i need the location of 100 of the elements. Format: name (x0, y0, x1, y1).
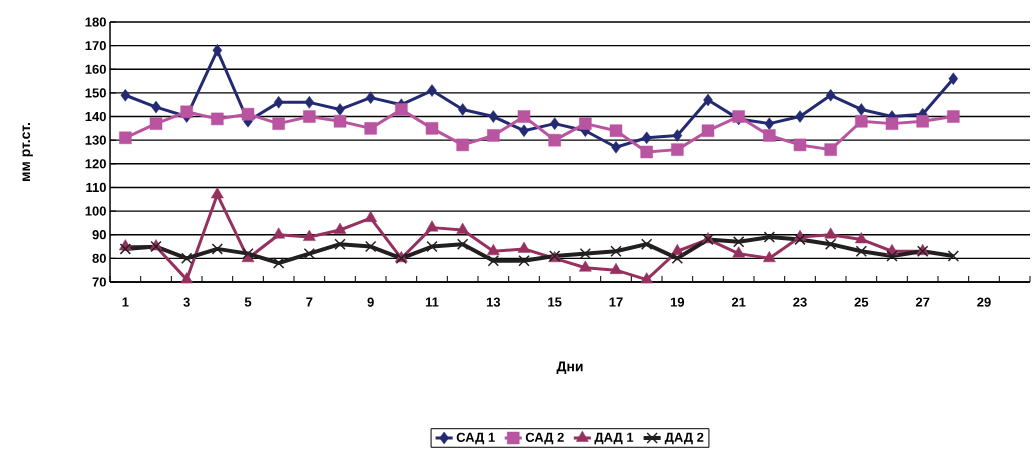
point (793, 138, 807, 152)
point (119, 131, 132, 145)
point (763, 251, 776, 263)
point (303, 247, 316, 260)
x-tick-label: 29 (977, 297, 991, 307)
x-tick-label: 1 (122, 297, 129, 307)
x-tick-label: 11 (425, 297, 439, 307)
point (487, 244, 500, 256)
point (456, 138, 469, 152)
point (732, 236, 745, 248)
point (579, 117, 592, 130)
point (579, 247, 592, 260)
point (149, 117, 163, 130)
y-tick-label: 130 (85, 135, 106, 145)
point (947, 250, 960, 262)
point (732, 246, 745, 258)
point (703, 93, 713, 107)
y-tick-label: 70 (92, 277, 106, 287)
legend-label: ДАД 1 (594, 432, 634, 445)
point (610, 245, 622, 257)
legend-label: САД 1 (456, 432, 495, 445)
point (855, 232, 868, 244)
legend-label: ДАД 2 (664, 432, 704, 445)
point (457, 103, 468, 116)
point (856, 103, 867, 116)
y-tick-label: 120 (85, 159, 106, 169)
point (211, 187, 224, 199)
point (672, 129, 683, 142)
point (611, 141, 621, 154)
point (795, 110, 805, 123)
y-tick-label: 100 (85, 206, 106, 216)
point (180, 272, 193, 284)
x-tick-label: 5 (244, 297, 252, 307)
point (456, 238, 469, 250)
point (824, 143, 837, 156)
point (427, 84, 437, 97)
point (211, 243, 224, 255)
point (794, 233, 806, 246)
y-tick-label: 140 (85, 111, 106, 122)
point (885, 117, 899, 130)
point (334, 238, 346, 250)
point (333, 115, 347, 128)
point (947, 110, 960, 123)
point (365, 91, 376, 104)
y-tick-label: 170 (85, 41, 106, 51)
point (763, 231, 776, 243)
y-tick-label: 80 (92, 253, 106, 263)
point (886, 250, 898, 262)
point (426, 240, 438, 253)
point (948, 72, 959, 85)
point (303, 229, 316, 241)
point (855, 245, 868, 257)
point (272, 117, 285, 130)
point (701, 124, 715, 137)
point (304, 96, 315, 109)
y-tick-label: 180 (85, 17, 106, 27)
point (916, 115, 929, 128)
x-tick-label: 23 (793, 297, 807, 307)
point (518, 255, 530, 267)
point (640, 145, 653, 159)
point (609, 262, 623, 274)
x-tick-label: 27 (915, 297, 930, 307)
x-tick-label: 21 (731, 297, 746, 307)
point (180, 252, 193, 265)
point (303, 110, 316, 123)
point (824, 238, 837, 250)
point (425, 220, 439, 232)
point (487, 255, 500, 267)
y-tick-label: 90 (92, 230, 106, 240)
point (395, 103, 408, 116)
x-tick-label: 17 (609, 297, 623, 307)
point (272, 257, 285, 269)
point (242, 247, 254, 260)
x-tick-label: 3 (183, 297, 190, 307)
x-tick-label: 9 (367, 297, 374, 307)
point (272, 227, 285, 239)
y-tick-label: 150 (85, 88, 106, 98)
point (211, 112, 224, 126)
point (825, 89, 836, 102)
point (364, 240, 377, 253)
point (241, 107, 255, 121)
point (671, 252, 684, 265)
y-tick-label: 110 (86, 182, 106, 193)
point (548, 133, 561, 147)
x-tick-label: 25 (854, 297, 869, 307)
x-tick-label: 15 (548, 297, 562, 307)
x-tick-label: 19 (670, 297, 685, 307)
x-tick-label: 13 (486, 297, 501, 307)
point (119, 243, 132, 255)
point (212, 44, 223, 57)
y-tick-label: 160 (85, 64, 106, 74)
point (425, 122, 439, 135)
point (855, 115, 868, 128)
point (488, 110, 499, 123)
point (364, 122, 377, 135)
legend-label: САД 2 (525, 432, 564, 445)
x-axis-title: Дни (556, 361, 583, 374)
point (763, 129, 776, 142)
point (456, 222, 469, 234)
point (517, 241, 531, 253)
